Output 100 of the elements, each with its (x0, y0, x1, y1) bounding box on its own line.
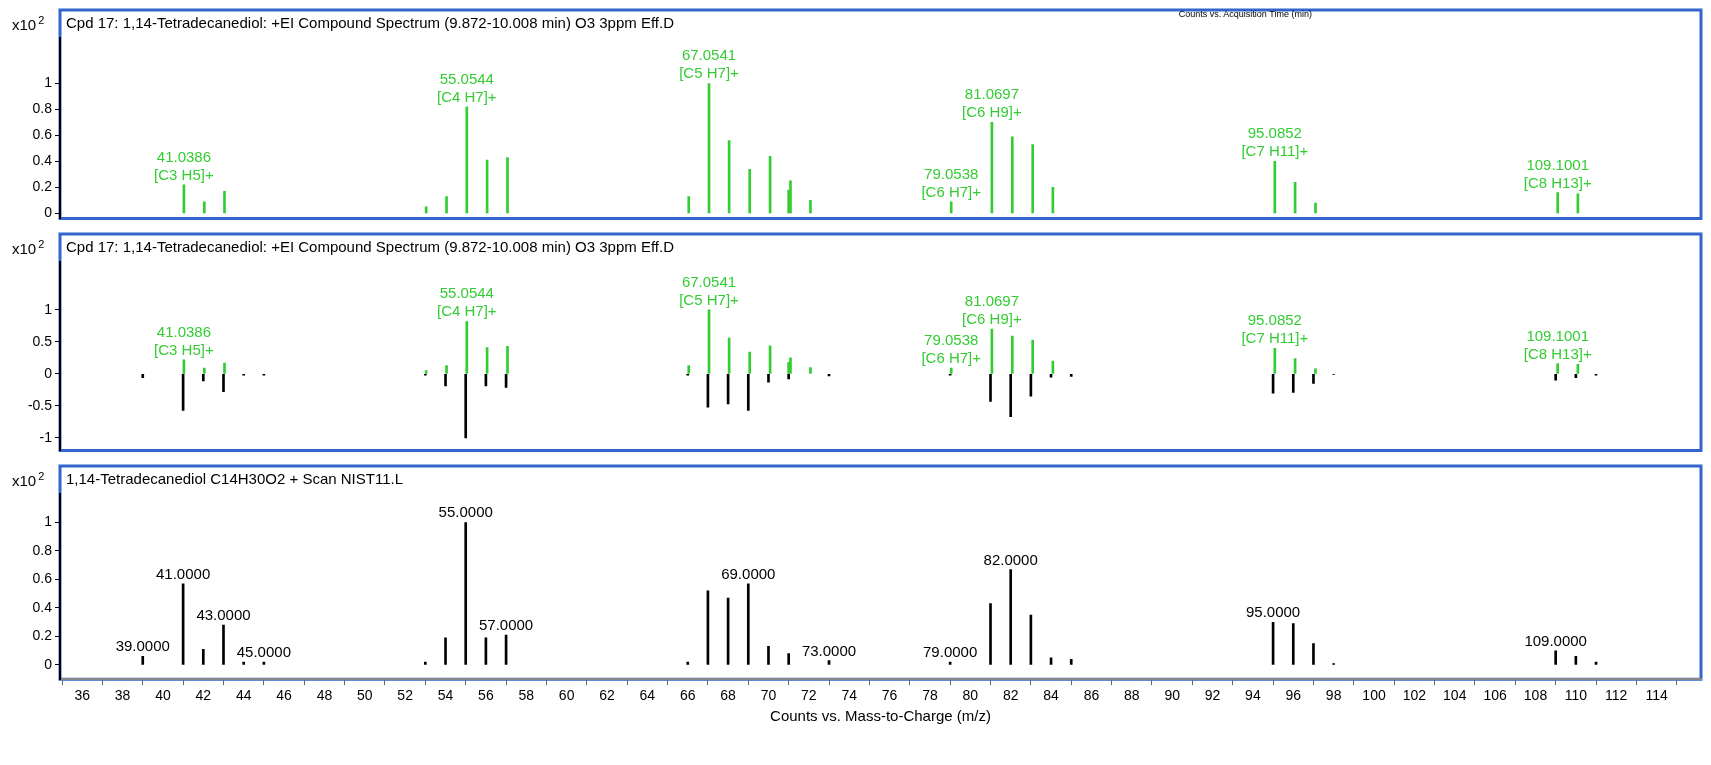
x-tick-label: 82 (1002, 687, 1019, 704)
bar (201, 374, 205, 382)
bar (989, 374, 992, 402)
x-tick-label: 50 (357, 687, 373, 704)
bar (1314, 202, 1317, 214)
bar (223, 190, 226, 214)
x-tick-label: 104 (1443, 687, 1467, 704)
annotation: 109.1001 [C8 H13]+ (1523, 326, 1592, 362)
bar (1554, 374, 1557, 381)
x-tick-label: 58 (518, 687, 535, 704)
x-tick-label: 90 (1164, 687, 1181, 704)
annotation: 57.0000 (478, 616, 534, 634)
bar (1009, 569, 1013, 665)
bar (1291, 374, 1295, 393)
bar (141, 656, 145, 665)
bar (1556, 363, 1560, 374)
bar (202, 201, 206, 214)
bar (1273, 347, 1277, 374)
y-tick-label: 0.8 (32, 541, 53, 558)
x-tick-label: 80 (962, 687, 979, 704)
bar (686, 661, 690, 665)
y-tick-label: 0.2 (32, 178, 53, 195)
bar (949, 201, 953, 214)
x-tick-label: 96 (1285, 687, 1302, 704)
y-tick-label: 0.2 (32, 627, 53, 644)
annotation: 45.0000 (236, 643, 291, 661)
bar (1312, 643, 1315, 665)
bar (445, 196, 448, 214)
annotation: 81.0697 [C6 H9]+ (962, 292, 1022, 328)
x-tick-label: 78 (922, 687, 938, 704)
bar (787, 374, 790, 380)
y-tick-label: 0.4 (32, 598, 53, 615)
annotation: 43.0000 (196, 606, 251, 624)
x-tick-label: 38 (114, 687, 131, 704)
bar (789, 180, 792, 214)
bar (424, 661, 427, 665)
bar (949, 367, 953, 374)
bar (1291, 623, 1295, 665)
annotation: 67.0541 [C5 H7]+ (679, 272, 740, 308)
bar (767, 646, 770, 665)
bar (222, 374, 225, 393)
bar (1273, 161, 1277, 214)
bar (748, 351, 752, 374)
x-tick-label: 64 (639, 687, 656, 704)
chart-title: Cpd 17: 1,14-Tetradecanediol: +EI Compound Spectrum (9.872-10.008 min) O3 3ppm Eff.D (66, 14, 675, 31)
x-tick-label: 100 (1362, 687, 1386, 704)
bar (1031, 144, 1035, 214)
bar (444, 374, 447, 387)
bar (223, 362, 226, 374)
y-tick-label: 0.8 (32, 100, 53, 117)
bar (445, 365, 448, 374)
bar (746, 583, 750, 665)
annotation: 73.0000 (801, 641, 857, 659)
bar (1314, 368, 1317, 374)
bar (748, 168, 752, 214)
y-tick-label: 0 (44, 655, 53, 672)
y-tick-label: 0.4 (32, 152, 53, 169)
annotation: 82.0000 (983, 550, 1038, 568)
bar (1010, 136, 1014, 214)
y-tick-label: 1 (44, 300, 53, 317)
bar (1556, 192, 1560, 214)
bar (767, 374, 770, 383)
x-tick-label: 66 (679, 687, 696, 704)
x-tick-label: 60 (558, 687, 575, 704)
annotation: 55.0000 (438, 503, 493, 521)
x-tick-label: 44 (235, 687, 252, 704)
annotation: 81.0697 [C6 H9]+ (962, 85, 1022, 121)
bar (464, 374, 468, 439)
bar (464, 522, 468, 665)
bar (746, 374, 750, 411)
x-tick-label: 54 (437, 687, 454, 704)
x-tick-label: 70 (760, 687, 777, 704)
x-tick-label: 48 (316, 687, 333, 704)
annotation: 79.0538 [C6 H7]+ (921, 164, 982, 200)
x-tick-label: 102 (1402, 687, 1427, 704)
annotation: 41.0000 (156, 564, 211, 582)
y-tick-label: 0 (44, 204, 53, 221)
x-tick-label: 92 (1204, 687, 1221, 704)
x-axis-title: Counts vs. Mass-to-Charge (m/z) (770, 707, 991, 725)
annotation: 39.0000 (115, 637, 170, 655)
text: Counts vs. Acquisition Time (min) (1178, 9, 1312, 19)
x-tick-label: 114 (1645, 687, 1668, 704)
x-tick-label: 84 (1043, 687, 1060, 704)
annotation: 79.0538 [C6 H7]+ (921, 331, 982, 367)
bar (222, 624, 225, 665)
x-tick-label: 76 (881, 687, 898, 704)
annotation: 41.0386 [C3 H5]+ (154, 322, 214, 358)
bar (989, 603, 992, 665)
annotation: 55.0544 [C4 H7]+ (436, 284, 497, 320)
x-tick-label: 106 (1483, 687, 1508, 704)
y-tick-label: -1 (39, 428, 53, 445)
annotation: 95.0000 (1245, 603, 1301, 621)
bar (465, 106, 469, 214)
annotation: 69.0000 (721, 564, 776, 582)
x-tick-label: 108 (1523, 687, 1548, 704)
x-tick-label: 68 (720, 687, 737, 704)
x-tick-label: 36 (74, 687, 91, 704)
bar (1554, 650, 1557, 665)
bar (201, 648, 205, 665)
bar (1312, 374, 1315, 384)
